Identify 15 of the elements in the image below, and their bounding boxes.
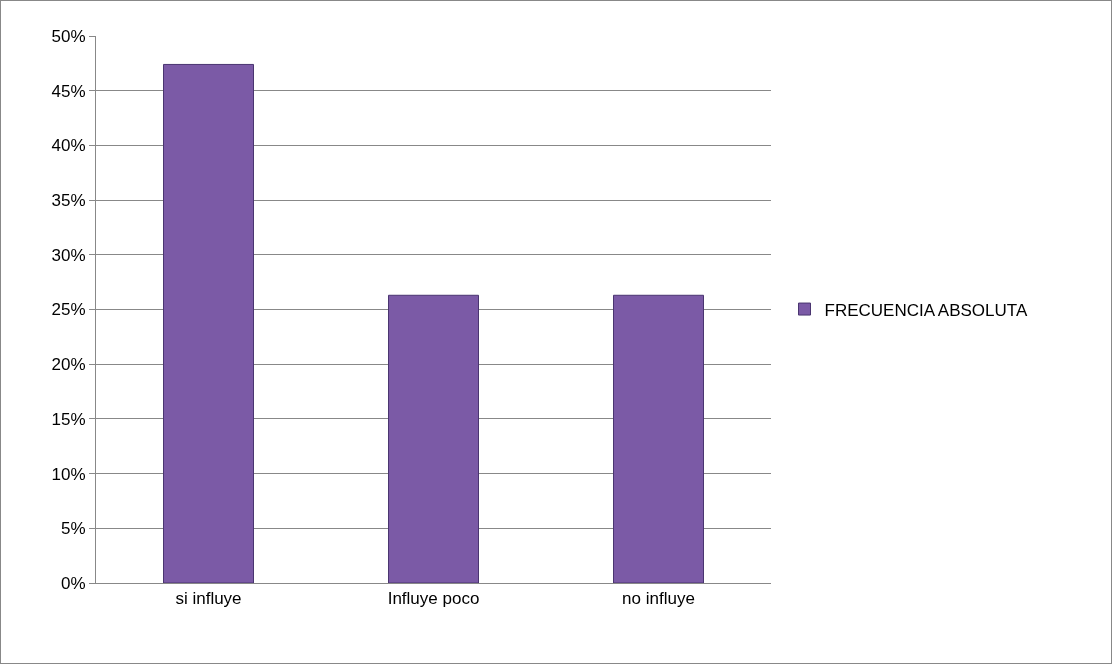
legend-label: FRECUENCIA ABSOLUTA — [824, 300, 1028, 320]
y-tick-label: 40% — [51, 136, 86, 156]
y-tick-label: 20% — [51, 355, 86, 375]
x-tick-label: Influye poco — [387, 589, 480, 609]
y-tick-label: 45% — [51, 81, 86, 101]
y-tick-label: 35% — [51, 191, 86, 211]
y-tick-label: 15% — [51, 409, 86, 429]
y-tick-label: 50% — [51, 26, 86, 46]
y-tick-label: 10% — [51, 464, 86, 484]
x-tick-label: si influye — [175, 589, 242, 609]
x-tick-label: no influye — [622, 589, 695, 609]
y-tick-label: 5% — [61, 519, 86, 539]
y-tick-label: 0% — [61, 573, 86, 593]
y-tick-label: 25% — [51, 300, 86, 320]
y-tick-label: 30% — [51, 245, 86, 265]
